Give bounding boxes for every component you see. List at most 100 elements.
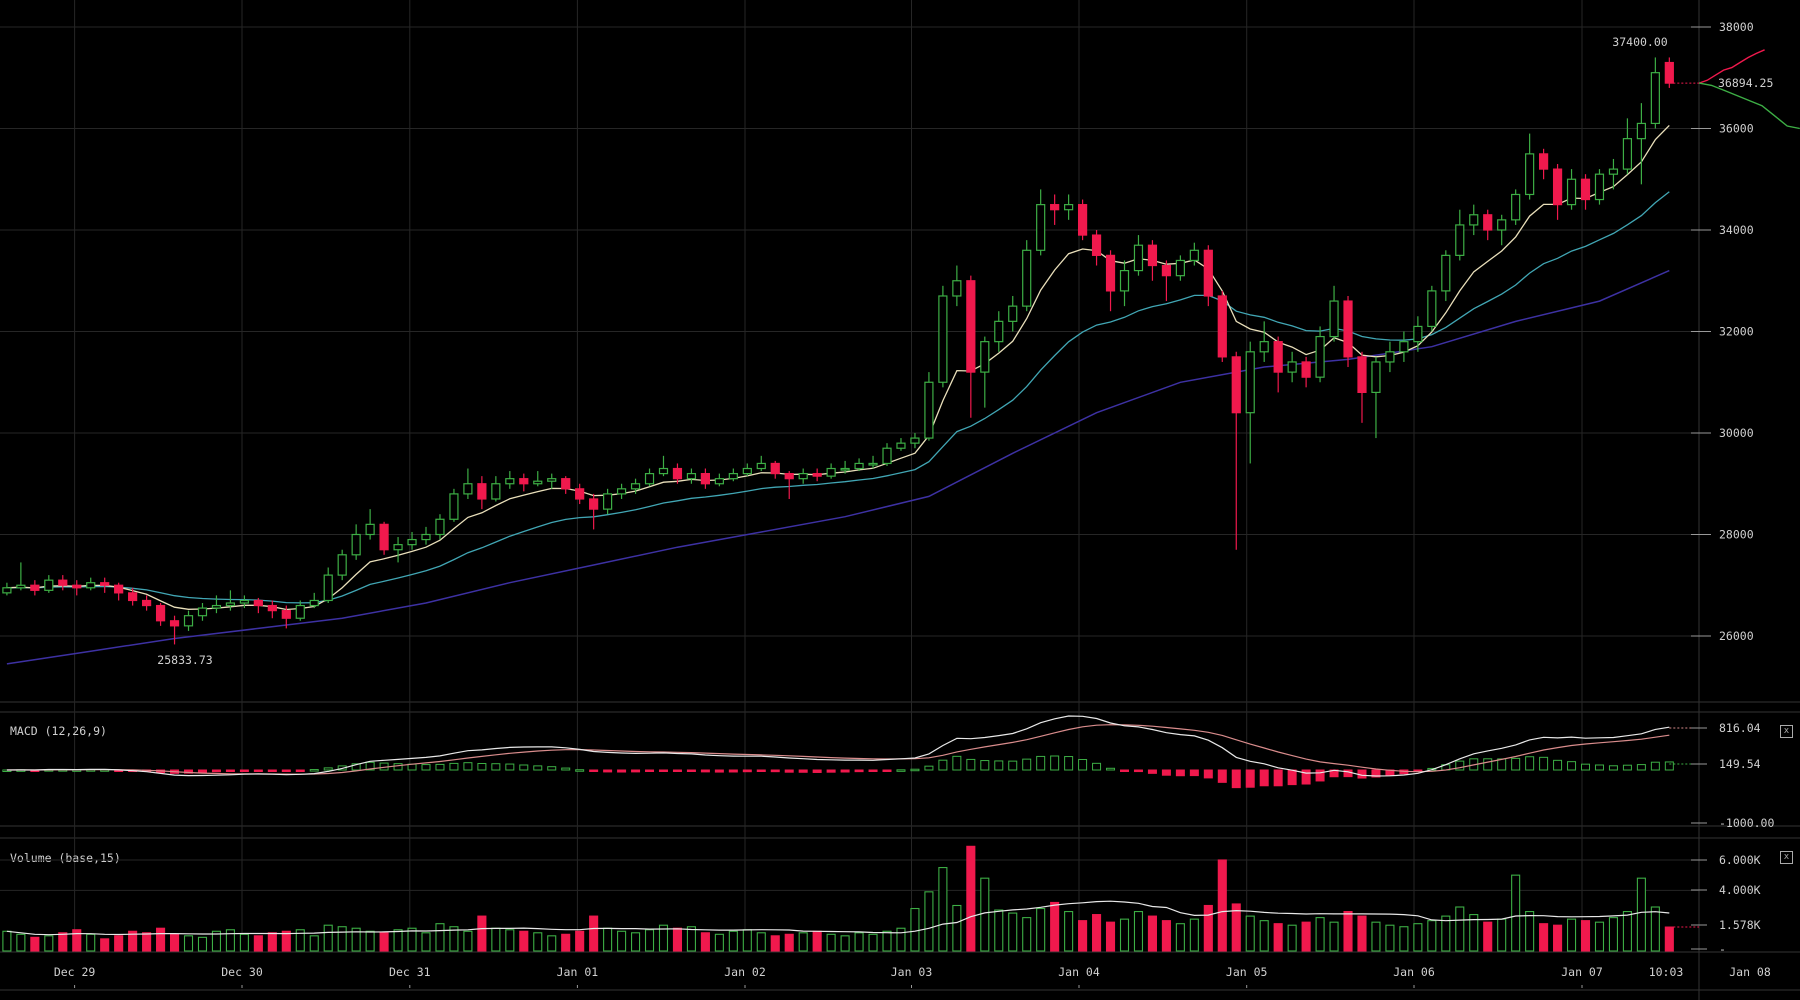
candle (840, 460, 850, 474)
candle-body (1161, 264, 1172, 277)
candle-body (798, 473, 808, 480)
candle (183, 610, 194, 631)
candle (1650, 57, 1660, 129)
candle-body (1399, 341, 1409, 353)
macd-histogram-bar (1497, 758, 1507, 771)
candle-body (1217, 295, 1227, 358)
candle-body (463, 483, 473, 495)
low-price-label: 25833.73 (157, 653, 212, 667)
volume-bar (1301, 921, 1311, 952)
candle (1622, 118, 1633, 175)
candle (952, 265, 962, 307)
candle-body (295, 604, 305, 619)
candle (477, 476, 487, 510)
candle-body (1119, 270, 1130, 292)
volume-bar (407, 927, 417, 952)
volume-bar (603, 927, 613, 952)
macd-histogram-bar (1189, 769, 1199, 777)
volume-bar (421, 932, 431, 952)
candle-body (1566, 178, 1577, 206)
volume-bar (519, 930, 529, 952)
candle-body (1175, 259, 1185, 277)
volume-bar (491, 927, 501, 952)
candle (1008, 295, 1018, 332)
candle-body (128, 592, 138, 602)
macd-histogram-bar (924, 765, 934, 771)
volume-title: Volume (base,15) (10, 851, 121, 865)
macd-histogram-bar (994, 760, 1004, 771)
time-axis-label: Jan 08 (1729, 965, 1771, 979)
macd-histogram-bar (197, 769, 207, 773)
macd-histogram-bar (1203, 769, 1213, 779)
volume-bar (994, 909, 1004, 952)
volume-bar (756, 932, 766, 952)
candle (1385, 341, 1395, 373)
candle-body (826, 467, 836, 477)
candle-body (1441, 254, 1451, 292)
volume-bar (1315, 917, 1325, 952)
macd-axis-label: -1000.00 (1719, 816, 1774, 830)
candle (575, 483, 585, 505)
candle (435, 514, 445, 540)
volume-bar (714, 933, 724, 952)
volume-bar (840, 935, 850, 952)
macd-histogram-bar (575, 769, 585, 772)
volume-bar (896, 927, 906, 952)
macd-histogram-bar (351, 763, 361, 771)
candle (1231, 351, 1241, 550)
candle (16, 562, 26, 591)
macd-histogram-bar (1273, 769, 1283, 787)
candle (1441, 250, 1451, 302)
volume-bar (281, 930, 291, 952)
macd-histogram-bar (1525, 756, 1535, 771)
volume-bar (589, 915, 599, 952)
macd-histogram-bar (714, 769, 724, 773)
macd-histogram-bar (435, 763, 445, 771)
candle-body (1497, 219, 1507, 231)
macd-histogram-bar (1287, 769, 1297, 786)
candle-body (267, 604, 277, 612)
volume-bar (1203, 904, 1213, 952)
candle-body (239, 599, 249, 604)
macd-close-button[interactable]: x (1780, 725, 1793, 738)
candle-body (1245, 351, 1255, 414)
candle-body (658, 467, 669, 475)
candle-body (603, 493, 613, 510)
macd-histogram-bar (1594, 764, 1604, 771)
candle-body (435, 518, 445, 536)
volume-bar (966, 845, 976, 952)
time-axis-label: Dec 31 (389, 965, 431, 979)
candle-body (784, 473, 794, 480)
volume-bar (1385, 924, 1395, 952)
candle-body (491, 483, 501, 500)
candle-body (1105, 254, 1116, 292)
candle (1287, 351, 1297, 383)
volume-bar (253, 935, 263, 952)
candle (72, 580, 82, 596)
volume-bar (239, 933, 249, 952)
candle-body (2, 587, 12, 594)
candle (1147, 240, 1158, 281)
candle (379, 521, 389, 555)
time-axis-label: Jan 02 (724, 965, 766, 979)
volume-bar (505, 929, 515, 952)
candle-body (1329, 300, 1339, 338)
volume-bar (1050, 901, 1060, 952)
macd-histogram-bar (756, 769, 766, 772)
candle (155, 603, 166, 626)
macd-histogram-bar (952, 755, 962, 771)
volume-bar (1231, 903, 1241, 952)
candle (700, 468, 711, 489)
macd-histogram-bar (323, 767, 333, 771)
macd-histogram-bar (1371, 769, 1381, 778)
volume-close-button[interactable]: x (1780, 851, 1793, 864)
volume-bar (463, 930, 473, 952)
macd-histogram-bar (1608, 765, 1618, 771)
volume-bar (323, 924, 333, 952)
candle (1427, 285, 1437, 332)
macd-histogram-bar (966, 758, 976, 771)
candle (896, 438, 906, 451)
volume-bar (1105, 921, 1116, 952)
volume-bar (686, 926, 696, 952)
